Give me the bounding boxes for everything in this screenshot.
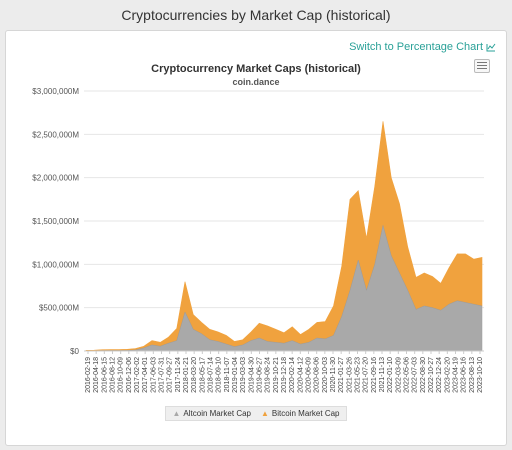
x-tick-label: 2018-07-14: [208, 357, 215, 393]
altcoin-swatch-icon: ▲: [172, 409, 180, 418]
x-tick-label: 2018-09-10: [216, 357, 223, 393]
market-cap-chart: $0 $500,000M $1,000,000M $1,500,000M $2,000,…: [6, 31, 506, 445]
x-tick-label: 2023-06-16: [461, 357, 468, 393]
x-tick-label: 2016-10-09: [118, 357, 125, 393]
legend-item-altcoin[interactable]: ▲ Altcoin Market Cap: [172, 409, 251, 418]
y-tick-label: $1,500,000M: [32, 217, 79, 226]
y-tick-label: $2,500,000M: [32, 130, 79, 139]
x-tick-label: 2022-05-06: [404, 357, 411, 393]
x-tick-label: 2016-12-06: [126, 357, 133, 393]
x-tick-label: 2019-06-27: [257, 357, 264, 393]
x-tick-label: 2023-04-19: [453, 357, 460, 393]
x-tick-label: 2021-09-16: [371, 357, 378, 393]
legend-item-bitcoin[interactable]: ▲ Bitcoin Market Cap: [261, 409, 340, 418]
x-tick-label: 2020-04-12: [297, 357, 304, 393]
x-tick-label: 2019-03-03: [240, 357, 247, 393]
panel-title: Cryptocurrencies by Market Cap (historic…: [0, 0, 512, 30]
x-tick-label: 2021-05-23: [355, 357, 362, 393]
x-tick-label: 2021-11-13: [379, 357, 386, 392]
x-tick-label: 2022-08-30: [420, 357, 427, 393]
x-tick-label: 2022-07-03: [412, 357, 419, 393]
x-tick-label: 2017-04-01: [142, 357, 149, 393]
x-tick-label: 2023-10-10: [477, 357, 484, 393]
x-tick-label: 2016-04-18: [93, 357, 100, 393]
x-tick-label: 2023-08-13: [469, 357, 476, 393]
legend-label-bitcoin: Bitcoin Market Cap: [272, 409, 340, 418]
legend: ▲ Altcoin Market Cap ▲ Bitcoin Market Ca…: [6, 406, 506, 421]
x-tick-label: 2020-02-14: [289, 357, 296, 393]
bitcoin-swatch-icon: ▲: [261, 409, 269, 418]
x-tick-label: 2023-02-20: [444, 357, 451, 393]
x-tick-label: 2017-07-31: [159, 357, 166, 393]
x-tick-label: 2020-10-03: [322, 357, 329, 393]
y-tick-label: $0: [70, 347, 79, 356]
x-tick-label: 2019-10-21: [273, 357, 280, 393]
y-tick-label: $1,000,000M: [32, 260, 79, 269]
chart-panel: Switch to Percentage Chart Cryptocurrenc…: [5, 30, 507, 446]
x-tick-label: 2020-06-09: [306, 357, 313, 393]
y-tick-label: $3,000,000M: [32, 87, 79, 96]
x-tick-label: 2019-04-30: [248, 357, 255, 393]
x-tick-label: 2022-03-09: [395, 357, 402, 393]
x-tick-label: 2019-12-18: [281, 357, 288, 393]
y-tick-label: $2,000,000M: [32, 174, 79, 183]
x-tick-label: 2017-09-27: [167, 357, 174, 393]
x-tick-label: 2022-10-27: [428, 357, 435, 393]
x-tick-label: 2017-02-02: [134, 357, 141, 393]
x-tick-label: 2018-11-07: [224, 357, 231, 392]
x-tick-label: 2016-08-12: [110, 357, 117, 393]
x-tick-label: 2021-03-26: [346, 357, 353, 393]
x-tick-label: 2018-01-21: [183, 357, 190, 393]
legend-label-altcoin: Altcoin Market Cap: [183, 409, 251, 418]
x-tick-label: 2018-03-20: [191, 357, 198, 393]
x-tick-label: 2017-11-24: [175, 357, 182, 392]
x-tick-label: 2016-06-15: [101, 357, 108, 393]
x-tick-label: 2021-07-20: [363, 357, 370, 393]
x-tick-label: 2017-06-03: [150, 357, 157, 393]
x-tick-label: 2021-01-27: [338, 357, 345, 393]
x-tick-label: 2022-12-24: [436, 357, 443, 393]
x-tick-label: 2018-05-17: [199, 357, 206, 393]
x-tick-label: 2019-01-04: [232, 357, 239, 393]
y-tick-label: $500,000M: [39, 304, 79, 313]
x-tick-label: 2019-08-24: [265, 357, 272, 393]
x-tick-label: 2022-01-10: [387, 357, 394, 393]
x-tick-label: 2020-08-06: [314, 357, 321, 393]
x-tick-label: 2016-02-19: [85, 357, 92, 393]
x-tick-label: 2020-11-30: [330, 357, 337, 392]
